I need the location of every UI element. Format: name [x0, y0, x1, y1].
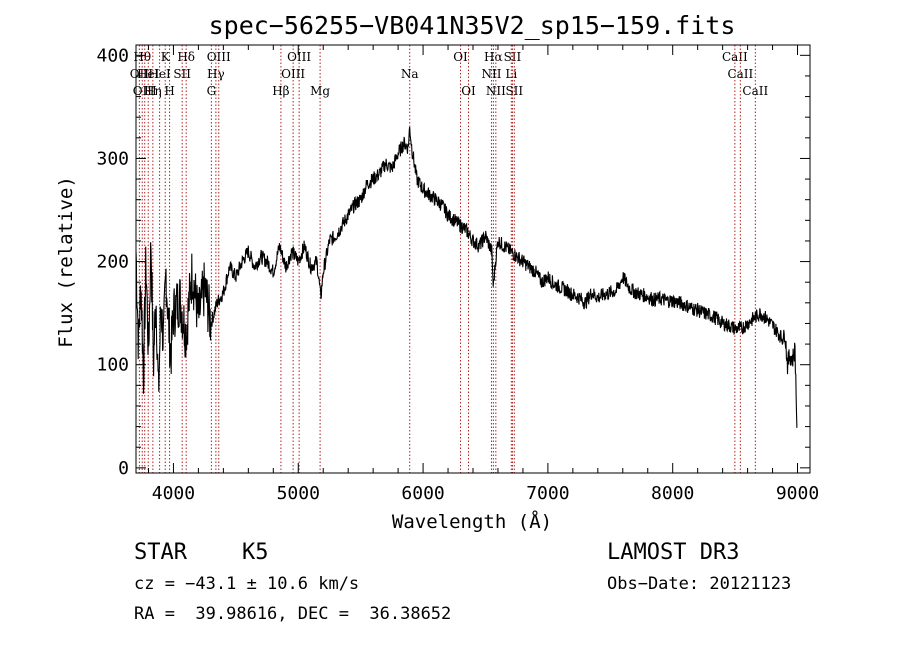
- coordinates: RA = 39.98616, DEC = 36.38652: [134, 604, 452, 624]
- object-class: STAR: [134, 540, 187, 565]
- y-tick-label: 200: [96, 252, 129, 273]
- spectral-line-label: Hγ: [207, 67, 225, 81]
- spectral-line-label: CaII: [742, 84, 768, 98]
- chart-title: spec−56255−VB041N35V2_sp15−159.fits: [209, 11, 736, 40]
- spectral-line-label: K: [161, 50, 171, 64]
- redshift-value: cz = −43.1 ± 10.6 km/s: [134, 574, 360, 594]
- y-tick-label: 400: [96, 45, 129, 66]
- spectral-line-label: HeI: [148, 67, 171, 81]
- spectral-line-label: OIII: [287, 50, 311, 64]
- spectral-line-label: CaII: [722, 50, 748, 64]
- spectral-line-label: Hβ: [272, 84, 289, 98]
- y-tick-label: 300: [96, 148, 129, 169]
- spectral-line-label: Hθ: [133, 50, 151, 64]
- spectral-line-label: OI: [453, 50, 468, 64]
- spectral-line-label: OI: [461, 84, 476, 98]
- spectral-lines-layer: OIIHθOIIIHeIHηHeIKHSIIHδGHγOIIIHβOIIIOII…: [130, 45, 768, 473]
- spectral-line-label: CaII: [727, 67, 753, 81]
- spectral-line-label: Na: [401, 67, 419, 81]
- x-tick-label: 7000: [526, 483, 569, 504]
- x-tick-label: 9000: [776, 483, 819, 504]
- x-tick-label: 5000: [277, 483, 320, 504]
- x-axis-label: Wavelength (Å): [392, 510, 552, 533]
- spectral-line-label: Hα: [484, 50, 503, 64]
- spectral-line-label: OIII: [281, 67, 305, 81]
- x-tick-label: 6000: [401, 483, 444, 504]
- y-axis-label: Flux (relative): [55, 176, 77, 348]
- spectral-line-label: G: [207, 84, 217, 98]
- spectral-line-label: SII: [173, 67, 191, 81]
- spectral-line-label: OIII: [207, 50, 231, 64]
- survey-name: LAMOST DR3: [607, 540, 740, 565]
- x-tick-label: 4000: [152, 483, 195, 504]
- flux-series-line: [135, 126, 798, 429]
- y-tick-label: 0: [118, 458, 129, 479]
- spectral-line-label: H: [164, 84, 174, 98]
- x-tick-label: 8000: [651, 483, 694, 504]
- plot-frame: [135, 44, 811, 474]
- spectral-line-label: SII: [504, 50, 522, 64]
- spectral-line-label: SII: [505, 84, 523, 98]
- spectral-line-label: OIII: [133, 84, 157, 98]
- spectral-line-label: Li: [505, 67, 517, 81]
- spectral-line-label: Hδ: [177, 50, 195, 64]
- y-tick-label: 100: [96, 355, 129, 376]
- spectral-line-label: Mg: [310, 84, 330, 98]
- spectral-line-label: HeI: [137, 67, 160, 81]
- spectral-line-label: NII: [486, 84, 506, 98]
- object-subclass: K5: [242, 540, 269, 565]
- spectral-line-label: NII: [481, 67, 501, 81]
- observation-date: Obs−Date: 20121123: [607, 574, 792, 594]
- spectral-line-label: Hη: [144, 84, 162, 98]
- axis-ticks: 4000 5000 6000 7000 8000 9000 0 100 200 300 400: [96, 45, 819, 504]
